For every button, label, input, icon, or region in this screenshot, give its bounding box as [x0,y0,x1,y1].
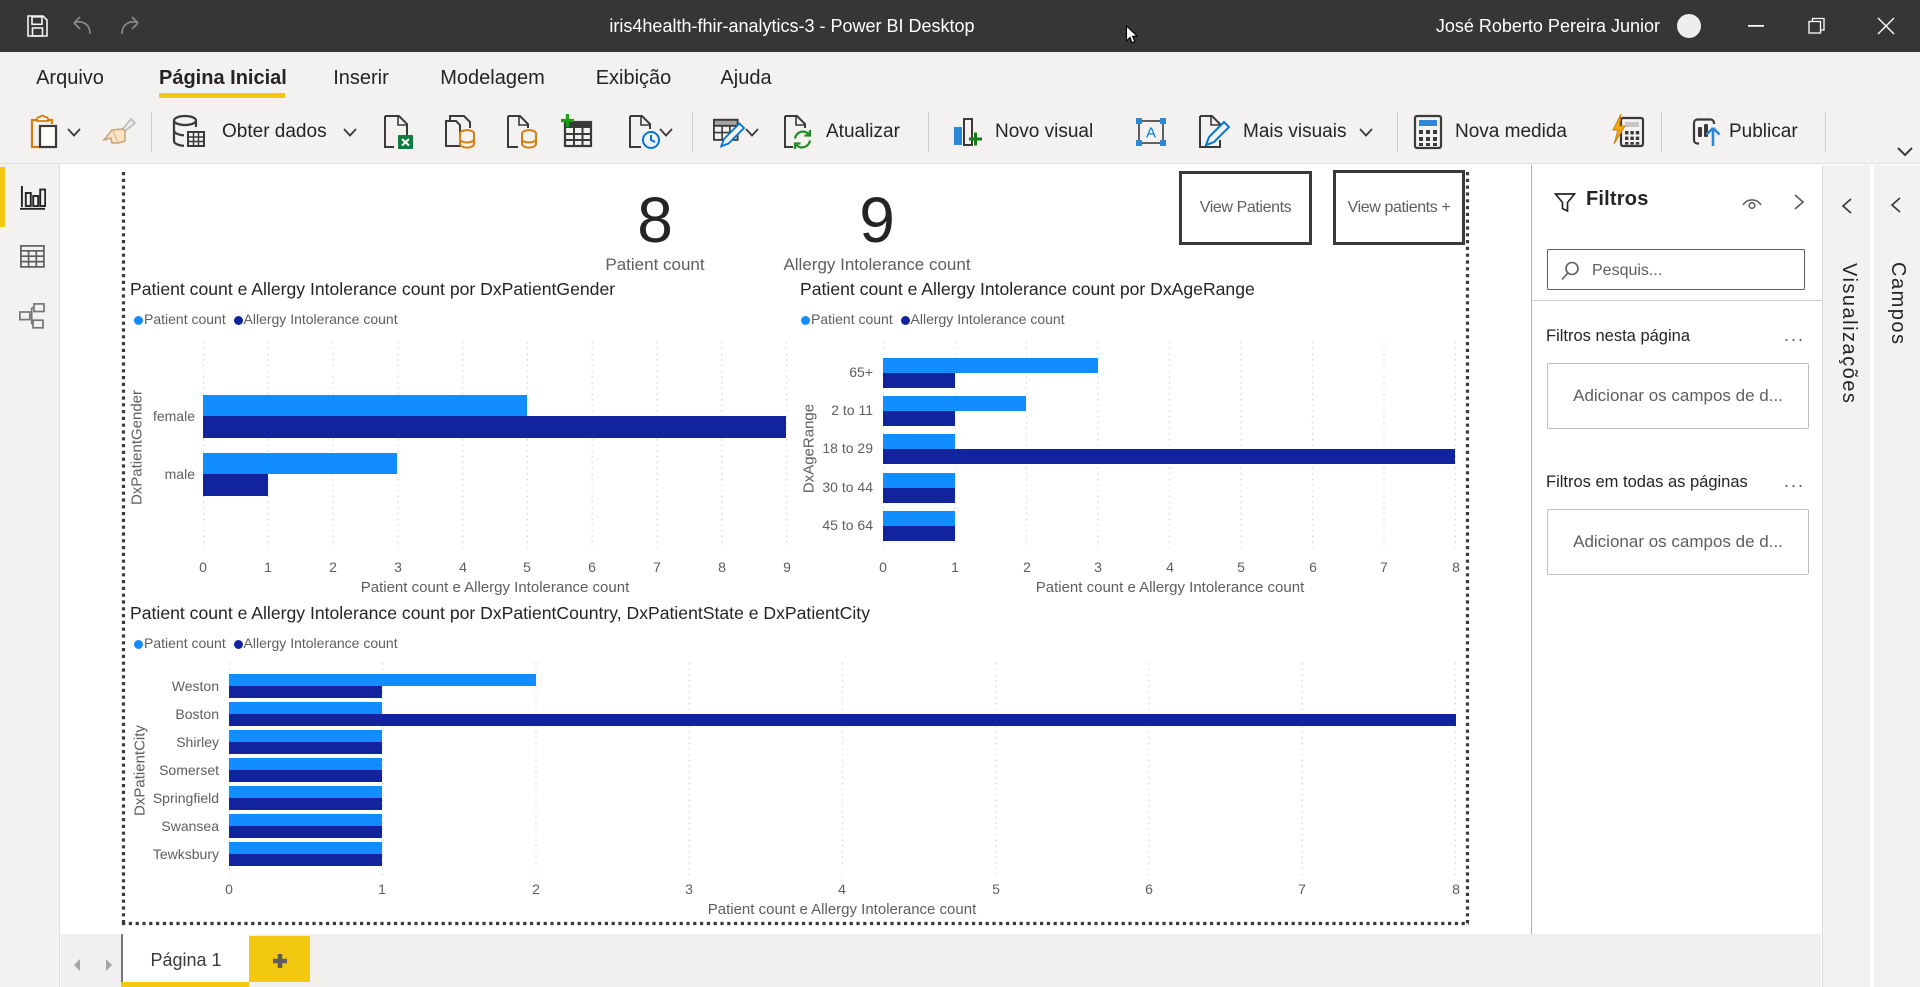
svg-text:A: A [1146,125,1156,142]
